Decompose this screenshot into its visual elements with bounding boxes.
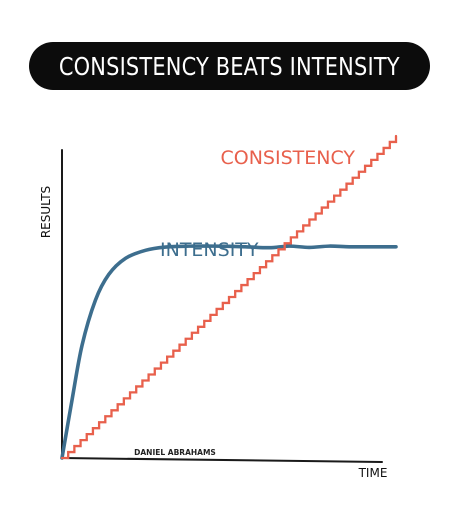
credit-label: DANIEL ABRAHAMS	[134, 448, 216, 457]
title-banner: CONSISTENCY BEATS INTENSITY	[29, 42, 430, 90]
y-axis-label: RESULTS	[39, 186, 53, 238]
series-label-intensity: INTENSITY	[160, 239, 259, 261]
series-line-consistency	[60, 134, 398, 460]
x-axis-label: TIME	[358, 466, 388, 480]
chart-title: CONSISTENCY BEATS INTENSITY	[59, 51, 400, 81]
series-layer	[60, 134, 398, 460]
axes	[60, 149, 383, 463]
series-labels: INTENSITY CONSISTENCY	[160, 147, 355, 261]
x-axis	[61, 457, 383, 463]
series-line-intensity	[60, 244, 398, 460]
series-label-consistency: CONSISTENCY	[220, 147, 355, 169]
